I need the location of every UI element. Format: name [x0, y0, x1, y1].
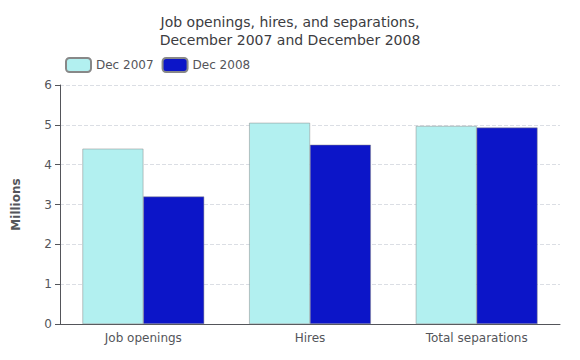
svg-text:5: 5: [44, 118, 52, 132]
svg-text:Job openings: Job openings: [104, 331, 182, 345]
svg-text:Dec 2007: Dec 2007: [96, 58, 154, 72]
svg-text:2: 2: [44, 237, 52, 251]
svg-text:1: 1: [44, 277, 52, 291]
svg-text:Hires: Hires: [295, 331, 326, 345]
svg-text:Total separations: Total separations: [425, 331, 528, 345]
svg-text:Job openings, hires, and separ: Job openings, hires, and separations,: [160, 14, 420, 30]
svg-text:4: 4: [44, 158, 52, 172]
svg-text:Millions: Millions: [9, 178, 23, 230]
svg-text:3: 3: [44, 198, 52, 212]
svg-text:6: 6: [44, 78, 52, 92]
svg-text:December 2007 and December 200: December 2007 and December 2008: [160, 32, 421, 48]
svg-text:Dec 2008: Dec 2008: [193, 58, 251, 72]
svg-text:0: 0: [44, 317, 52, 331]
